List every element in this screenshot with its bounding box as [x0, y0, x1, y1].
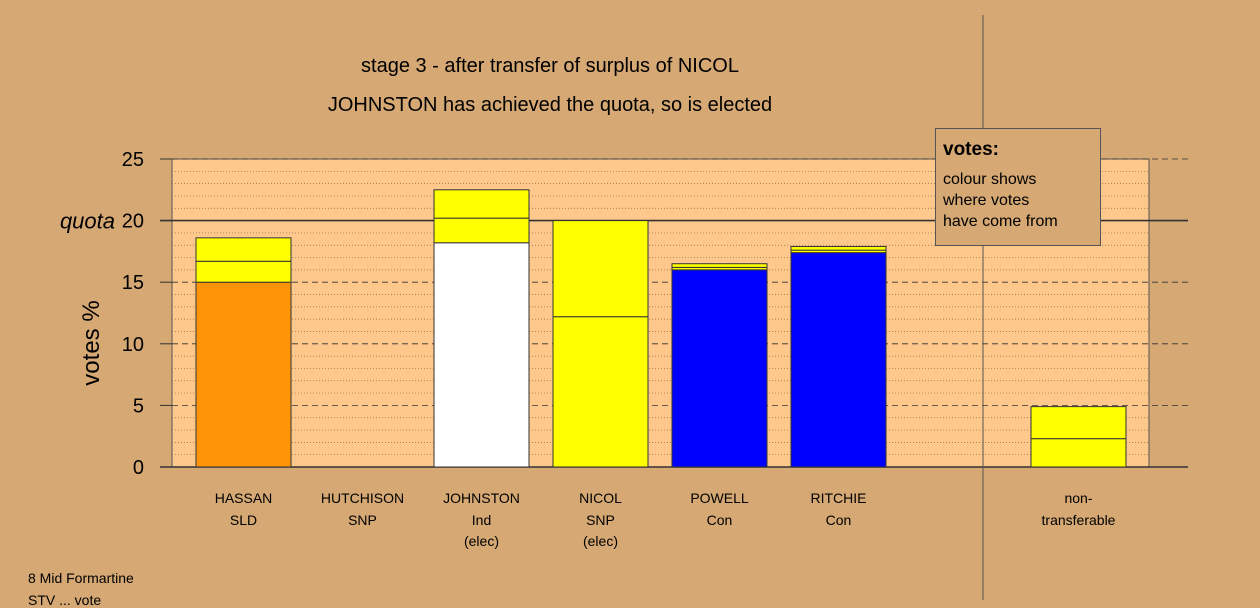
x-label-status-johnston: (elec) — [464, 533, 499, 549]
bar-johnston-segment-3 — [433, 189, 530, 219]
bar-powell-segment-3 — [671, 263, 768, 268]
x-label-name-hutchison: HUTCHISON — [321, 490, 404, 506]
bar-nicol-segment-1 — [552, 316, 649, 468]
y-tick-label: 0 — [133, 457, 144, 479]
x-label-nontransferable-1: non- — [1064, 490, 1092, 506]
bar-nicol-segment-2 — [552, 220, 649, 318]
y-tick-label: 25 — [122, 149, 144, 171]
x-label-party-powell: Con — [707, 512, 733, 528]
x-label-name-hassan: HASSAN — [215, 490, 273, 506]
bar-johnston-segment-1 — [433, 242, 530, 468]
bar-hassan-segment-1 — [195, 281, 292, 468]
footer-line-2: STV ... vote — [28, 592, 102, 608]
chart-title-line1: stage 3 - after transfer of surplus of N… — [361, 55, 739, 77]
x-label-party-nicol: SNP — [586, 512, 615, 528]
footer-line-1: 8 Mid Formartine — [28, 570, 134, 586]
x-label-name-nicol: NICOL — [579, 490, 622, 506]
quota-label: quota — [60, 209, 115, 234]
y-tick-label: 10 — [122, 334, 144, 356]
y-tick-label: 20 — [122, 211, 144, 233]
bar-hassan-segment-2 — [195, 260, 292, 283]
bar-nontransferable-segment-2 — [1030, 406, 1127, 440]
x-label-status-nicol: (elec) — [583, 533, 618, 549]
bar-johnston-segment-2 — [433, 217, 530, 244]
chart-title-line2: JOHNSTON has achieved the quota, so is e… — [327, 94, 773, 116]
legend-box: votes: colour shows where votes have com… — [935, 128, 1101, 246]
legend-line-1: colour shows — [943, 171, 1037, 188]
x-label-party-hassan: SLD — [230, 512, 257, 528]
x-label-party-hutchison: SNP — [348, 512, 377, 528]
x-label-name-ritchie: RITCHIE — [811, 490, 867, 506]
y-tick-label: 5 — [133, 395, 144, 417]
y-tick-label: 15 — [122, 272, 144, 294]
legend-line-2: where votes — [943, 192, 1030, 209]
bar-ritchie-segment-3 — [790, 245, 887, 251]
bar-hassan-segment-3 — [195, 237, 292, 262]
bar-powell-segment-1 — [671, 269, 768, 468]
x-label-name-johnston: JOHNSTON — [443, 490, 520, 506]
y-axis-label: votes % — [78, 300, 105, 385]
x-label-nontransferable-2: transferable — [1042, 512, 1116, 528]
x-label-party-johnston: Ind — [472, 512, 491, 528]
bar-nontransferable-segment-1 — [1030, 438, 1127, 468]
x-label-name-powell: POWELL — [690, 490, 749, 506]
x-label-party-ritchie: Con — [826, 512, 852, 528]
legend-line-3: have come from — [943, 213, 1058, 230]
legend-title: votes: — [943, 139, 999, 160]
bar-ritchie-segment-1 — [790, 252, 887, 468]
